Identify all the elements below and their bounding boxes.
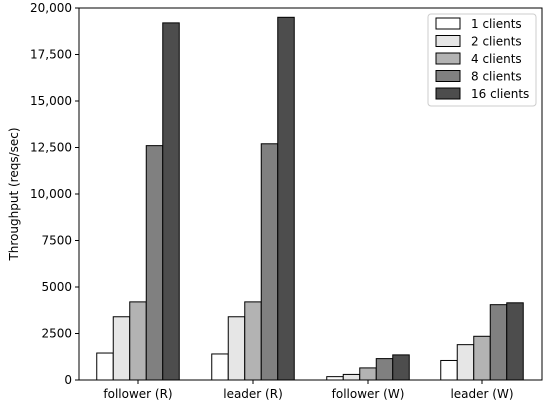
y-tick-label: 20,000	[30, 1, 72, 15]
y-tick-label: 15,000	[30, 94, 72, 108]
bar-follower-w-1-clients	[326, 376, 344, 381]
x-tick-label: follower (W)	[332, 387, 405, 401]
legend-label: 4 clients	[471, 52, 522, 66]
y-tick-label: 17,500	[30, 48, 72, 62]
legend-swatch	[435, 52, 461, 65]
legend-swatch	[435, 17, 461, 30]
bar-follower-r-8-clients	[145, 145, 164, 381]
legend-swatch	[435, 35, 461, 47]
y-tick-label: 10,000	[30, 187, 72, 201]
y-tick-label: 2500	[41, 327, 72, 341]
bar-leader-w-4-clients	[473, 335, 491, 381]
bar-follower-w-16-clients	[392, 354, 410, 381]
bar-follower-w-8-clients	[375, 358, 394, 381]
bar-leader-w-16-clients	[506, 302, 524, 381]
bar-leader-w-2-clients	[456, 344, 475, 381]
x-axis: follower (R) leader (R) follower (W) leader…	[103, 380, 514, 401]
bar-follower-r-16-clients	[162, 22, 180, 381]
bar-leader-r-16-clients	[277, 16, 295, 381]
bar-follower-w-2-clients	[342, 373, 361, 381]
legend-label: 8 clients	[471, 70, 522, 84]
y-tick-label: 12,500	[30, 141, 72, 155]
x-tick-label: follower (R)	[103, 387, 172, 401]
y-axis-label: Throughput (reqs/sec)	[7, 127, 21, 261]
y-tick-label: 5000	[41, 280, 72, 294]
y-axis: 0 2500 5000 7500 10,000 12,500 15,000 17,500 20,…	[30, 1, 79, 387]
y-tick-label: 7500	[41, 234, 72, 248]
legend-swatch	[435, 87, 461, 100]
bars-layer	[96, 16, 524, 381]
bar-follower-w-4-clients	[359, 367, 377, 381]
bar-leader-w-8-clients	[489, 304, 508, 381]
bar-leader-r-2-clients	[227, 316, 246, 381]
bar-follower-r-4-clients	[129, 301, 147, 381]
x-tick-label: leader (R)	[223, 387, 283, 401]
bar-leader-r-1-clients	[211, 353, 229, 381]
x-tick-label: leader (W)	[450, 387, 513, 401]
legend-swatch	[435, 70, 461, 82]
bar-follower-r-1-clients	[96, 352, 114, 381]
bar-leader-r-4-clients	[244, 301, 262, 381]
legend-label: 16 clients	[471, 87, 529, 101]
y-tick-label: 0	[64, 373, 72, 387]
bar-leader-w-1-clients	[440, 359, 458, 381]
legend-label: 2 clients	[471, 35, 522, 49]
legend: 1 clients 2 clients 4 clients 8 clients 16 c…	[427, 13, 537, 107]
bar-follower-r-2-clients	[112, 316, 131, 381]
legend-label: 1 clients	[471, 17, 522, 31]
bar-leader-r-8-clients	[260, 143, 279, 381]
